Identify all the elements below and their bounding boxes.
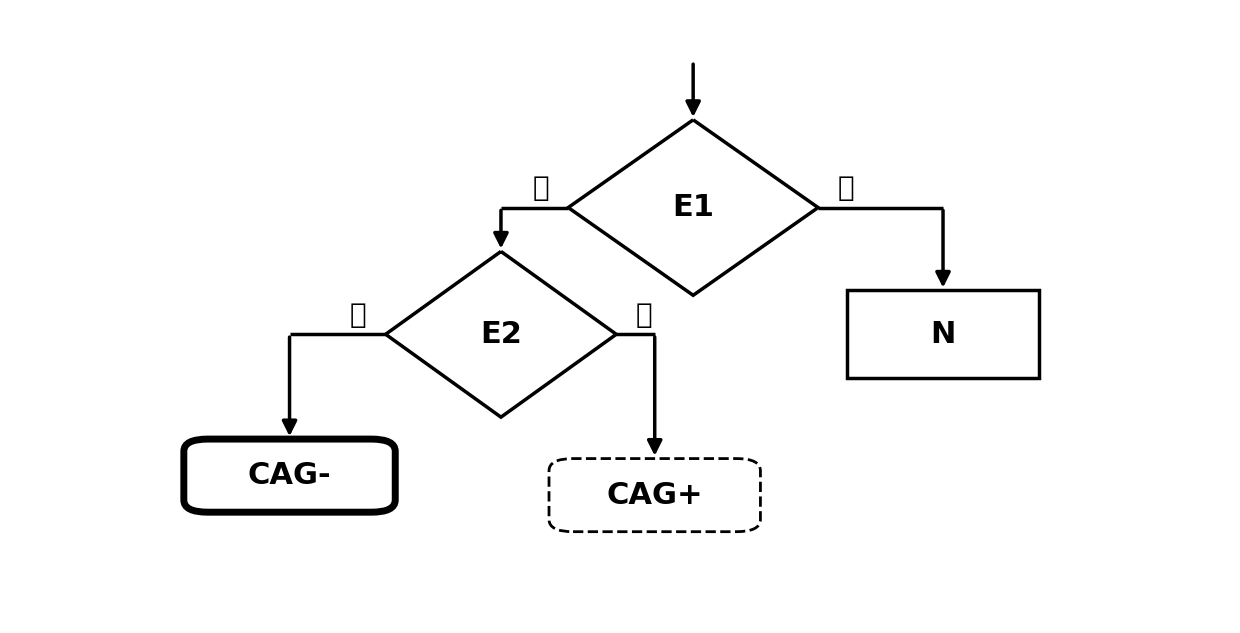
Text: E2: E2 xyxy=(480,320,522,349)
Text: CAG+: CAG+ xyxy=(606,480,703,510)
Text: 否: 否 xyxy=(635,301,652,329)
Text: CAG-: CAG- xyxy=(248,461,331,490)
Bar xyxy=(847,291,1039,378)
Text: 是: 是 xyxy=(532,174,549,202)
Text: 否: 否 xyxy=(837,174,854,202)
Text: E1: E1 xyxy=(672,193,714,222)
Text: N: N xyxy=(930,320,956,349)
Text: 是: 是 xyxy=(350,301,367,329)
